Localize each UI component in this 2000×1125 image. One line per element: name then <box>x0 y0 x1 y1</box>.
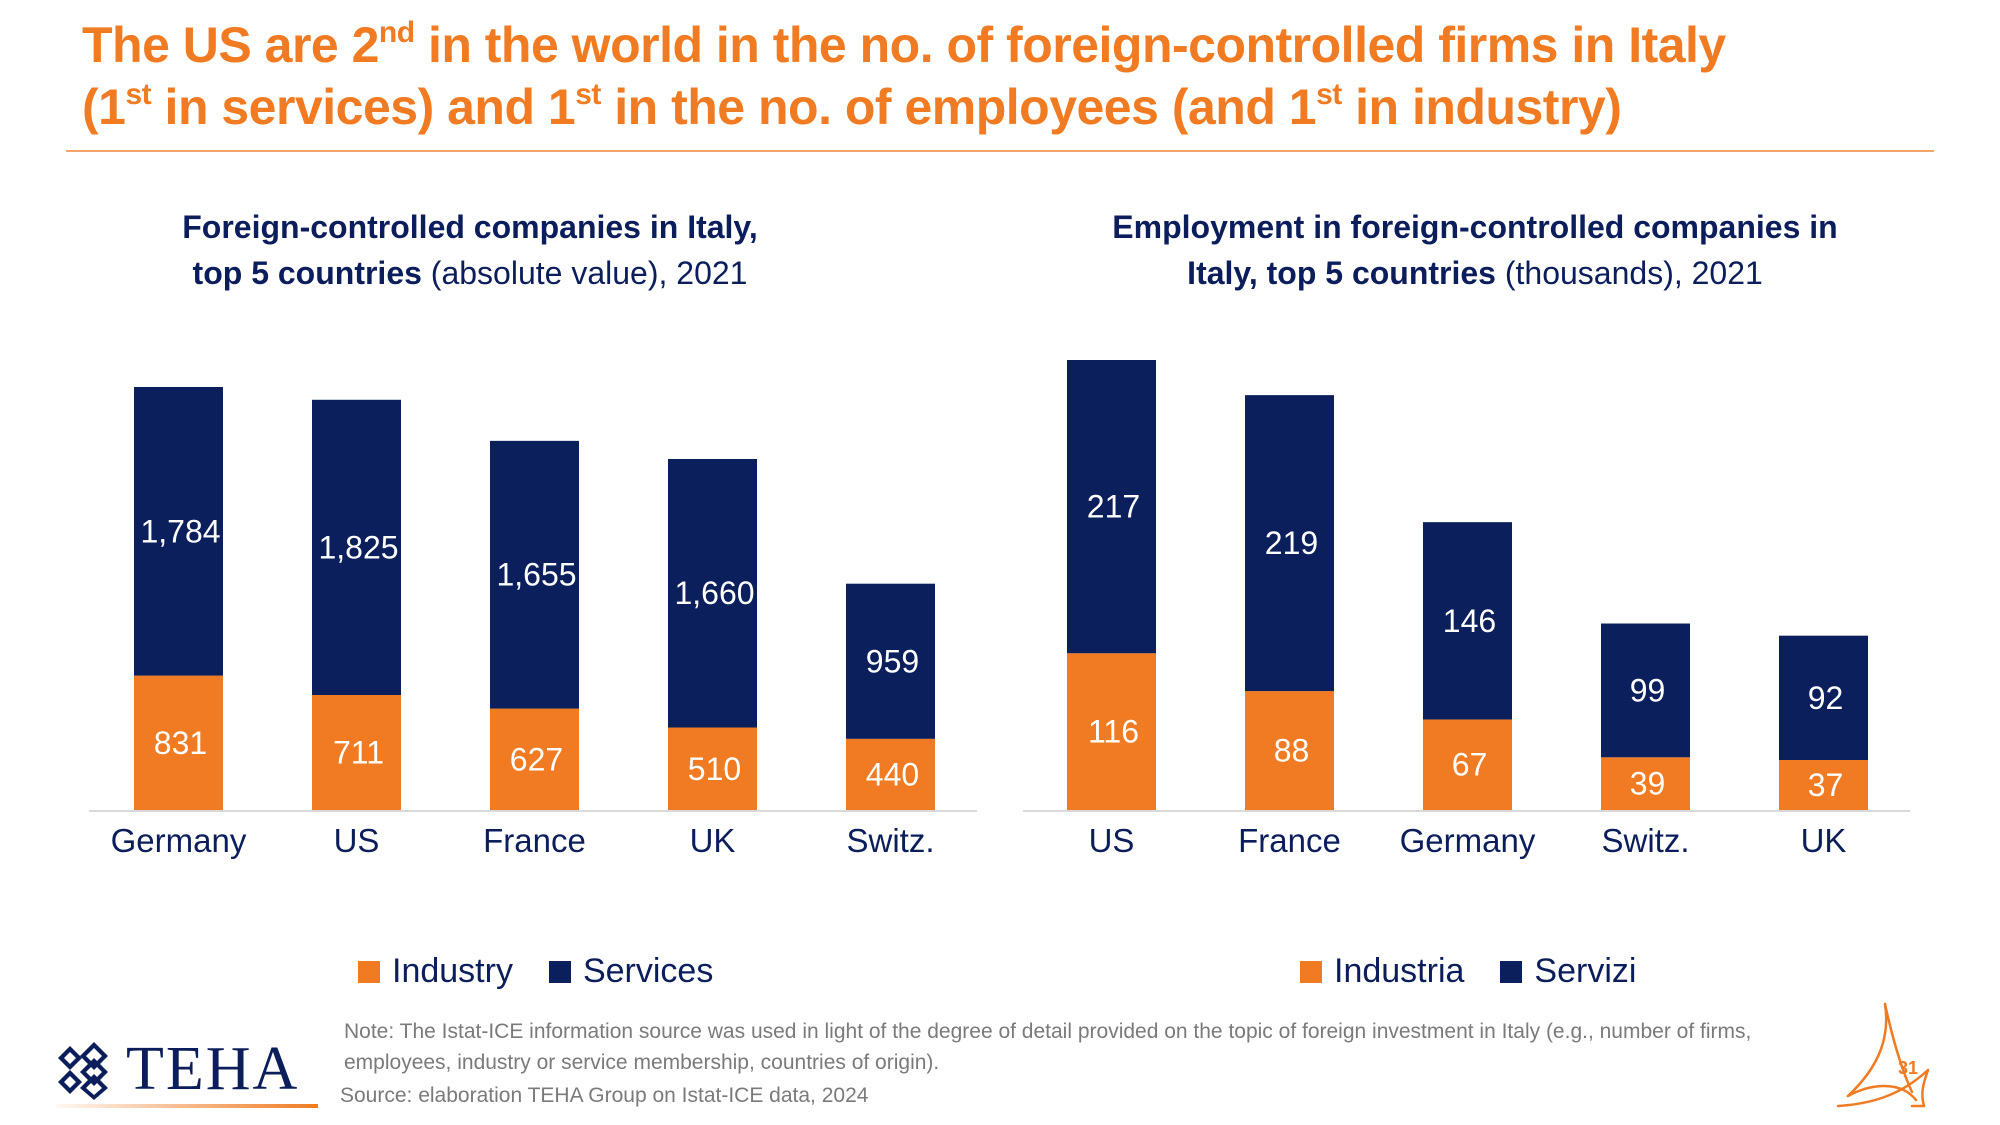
right-category-label: France <box>1238 822 1341 859</box>
right-category-label: Switz. <box>1601 822 1689 859</box>
title-text: (1 <box>82 79 126 135</box>
left-category-label: Germany <box>111 822 247 859</box>
left-bar-services-uk <box>668 458 757 728</box>
right-chart-title: Employment in foreign-controlled compani… <box>1050 204 1900 296</box>
right-data-label: 67 <box>1452 747 1488 783</box>
left-chart-title-line1: Foreign-controlled companies in Italy, <box>182 209 758 245</box>
title-superscript: nd <box>378 16 415 49</box>
left-bar-industry-us <box>312 694 401 810</box>
left-bar-services-switz <box>846 583 935 739</box>
left-category-label: UK <box>690 822 736 859</box>
title-text: in the world in the no. of foreign-contr… <box>414 17 1726 73</box>
title-text: in industry) <box>1341 79 1622 135</box>
left-data-label: 627 <box>510 741 563 777</box>
right-bar-industria-france <box>1245 691 1334 810</box>
left-legend: Industry Services <box>358 952 749 991</box>
right-data-label: 146 <box>1443 603 1496 639</box>
source-note: Source: elaboration TEHA Group on Istat-… <box>340 1084 869 1107</box>
right-data-label: 39 <box>1630 766 1666 802</box>
right-data-label: 219 <box>1265 525 1318 561</box>
left-data-label: 1,784 <box>140 513 220 549</box>
title-superscript: st <box>575 78 601 111</box>
left-category-label: US <box>334 822 380 859</box>
title-text: in the no. of employees (and 1 <box>600 79 1317 135</box>
right-category-label: UK <box>1801 822 1847 859</box>
legend-label-industry: Industry <box>392 952 513 990</box>
left-bar-industry-switz <box>846 738 935 810</box>
left-bar-services-us <box>312 399 401 695</box>
left-category-label: France <box>483 822 586 859</box>
slide-title: The US are 2nd in the world in the no. o… <box>82 14 1942 138</box>
sailboat-icon <box>1836 1002 1930 1108</box>
legend-swatch-services <box>548 960 571 983</box>
left-data-label: 1,660 <box>674 575 754 611</box>
left-data-label: 440 <box>866 756 919 792</box>
legend-swatch-industria <box>1300 960 1322 983</box>
legend-item-industria: Industria <box>1300 952 1464 991</box>
legend-item-industry: Industry <box>358 952 513 991</box>
title-text: in services) and 1 <box>151 79 576 135</box>
right-bar-servizi-switz <box>1601 623 1690 758</box>
right-chart-title-unit: (thousands), 2021 <box>1495 255 1763 291</box>
left-data-label: 1,825 <box>318 529 398 565</box>
right-chart-title-bold: Italy, top 5 countries <box>1187 255 1496 291</box>
right-bar-servizi-france <box>1245 395 1334 692</box>
left-bar-services-germany <box>134 387 223 676</box>
legend-item-servizi: Servizi <box>1500 952 1636 991</box>
right-data-label: 99 <box>1630 672 1666 708</box>
right-legend: Industria Servizi <box>1300 952 1672 991</box>
left-chart-title: Foreign-controlled companies in Italy, t… <box>120 204 820 296</box>
right-data-label: 116 <box>1088 714 1139 750</box>
right-data-label: 88 <box>1274 733 1310 769</box>
charts-canvas: 831 1,784 Germany 711 1,825 US 627 1,655 France 5… <box>89 360 1910 859</box>
title-text: The US are 2 <box>82 17 379 73</box>
right-data-label: 92 <box>1808 680 1844 716</box>
right-category-label: US <box>1089 822 1135 859</box>
right-category-label: Germany <box>1400 822 1536 859</box>
legend-item-services: Services <box>548 952 714 991</box>
right-bar-industria-uk <box>1779 760 1868 810</box>
legend-swatch-industry <box>358 960 380 983</box>
legend-label-servizi: Servizi <box>1534 952 1637 990</box>
right-bar-servizi-germany <box>1423 522 1512 720</box>
legend-label-industria: Industria <box>1334 952 1465 990</box>
teha-logo-text: TEHA <box>126 1035 300 1103</box>
page-number: 31 <box>1898 1058 1919 1078</box>
title-superscript: st <box>125 78 152 111</box>
teha-diamond-icon <box>58 1042 108 1100</box>
right-data-label: 217 <box>1087 489 1140 525</box>
left-category-label: Switz. <box>846 822 934 859</box>
teha-logo: TEHA <box>56 1035 326 1110</box>
left-chart-title-bold: top 5 countries <box>192 255 422 291</box>
right-chart-title-line1: Employment in foreign-controlled compani… <box>1112 209 1838 245</box>
left-bar-industry-uk <box>668 727 757 810</box>
left-data-label: 959 <box>866 643 919 679</box>
page-marker: 31 <box>1820 996 1940 1110</box>
right-bar-industria-switz <box>1601 757 1690 810</box>
right-bar-servizi-us <box>1067 360 1156 654</box>
left-bar-industry-france <box>490 708 579 810</box>
right-data-label: 37 <box>1808 767 1844 803</box>
left-chart-title-unit: (absolute value), 2021 <box>421 255 748 291</box>
title-divider <box>66 150 1934 152</box>
left-data-label: 711 <box>333 734 384 770</box>
left-data-label: 1,655 <box>496 557 576 593</box>
legend-label-services: Services <box>582 952 714 990</box>
left-data-label: 510 <box>688 751 741 787</box>
right-bar-servizi-uk <box>1779 635 1868 760</box>
right-bar-industria-us <box>1067 653 1156 810</box>
right-bar-industria-germany <box>1423 719 1512 810</box>
footnote: Note: The Istat-ICE information source w… <box>344 1020 1752 1074</box>
legend-swatch-servizi <box>1500 960 1523 983</box>
title-superscript: st <box>1316 78 1342 111</box>
left-bar-industry-germany <box>134 675 223 810</box>
left-bar-services-france <box>490 440 579 709</box>
teha-logo-underline <box>56 1104 318 1108</box>
left-data-label: 831 <box>154 725 207 761</box>
